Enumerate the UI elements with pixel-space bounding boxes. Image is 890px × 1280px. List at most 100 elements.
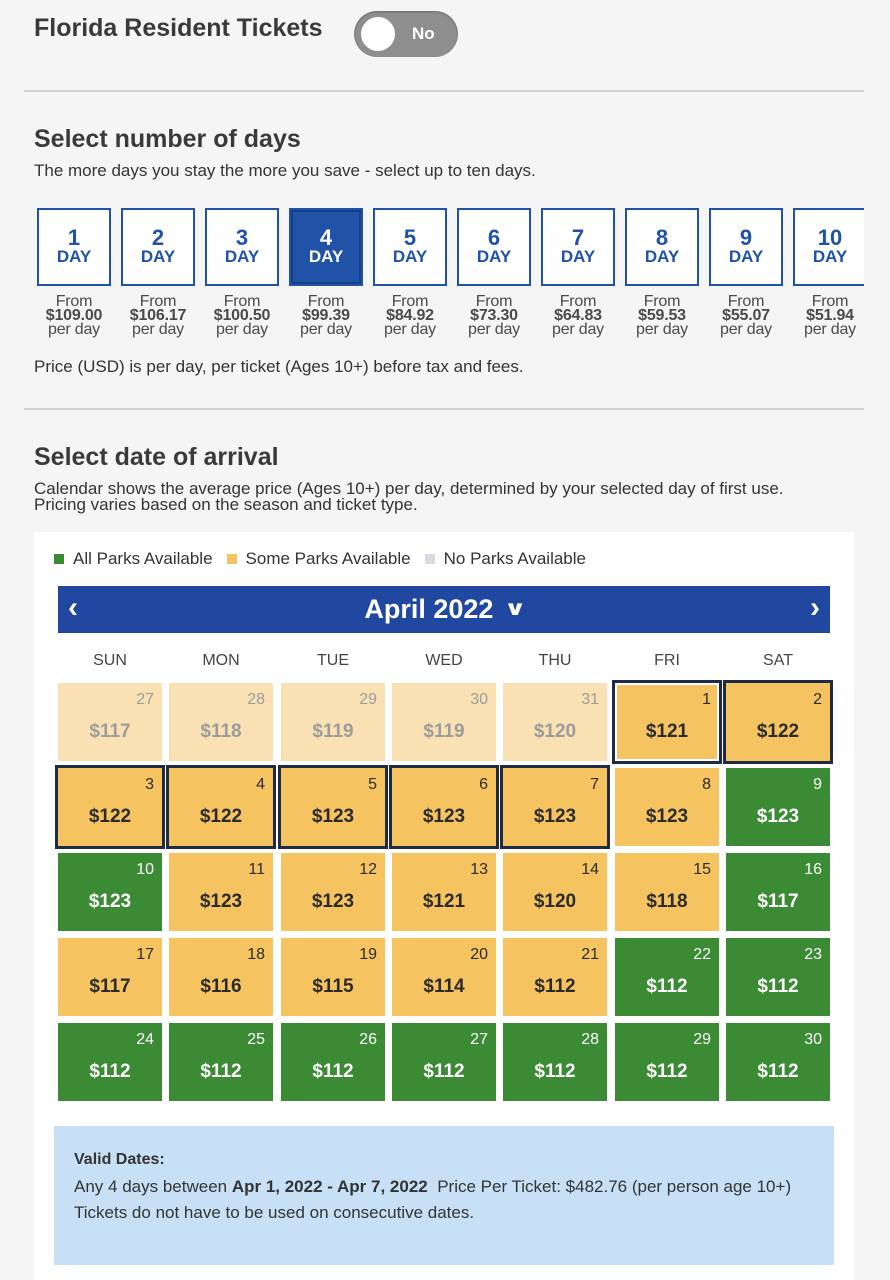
price-value: $84.92 [386, 307, 434, 324]
from-label: From [307, 293, 345, 310]
valid-dates-prefix: Any 4 days between [74, 1177, 232, 1196]
day-number: 30 [804, 1031, 822, 1048]
calendar-day-cell[interactable]: 24 $112 [58, 1023, 162, 1101]
day-number: 27 [470, 1031, 488, 1048]
day-selector: 1 DAY From $109.00 per day 2 DAY From $106.17 per… [37, 208, 864, 343]
month-selector[interactable]: April 2022 ∨ [58, 594, 830, 625]
resident-toggle[interactable]: No [354, 11, 458, 57]
calendar-day-cell[interactable]: 17 $117 [58, 938, 162, 1016]
calendar-day-cell[interactable]: 12 $123 [281, 853, 385, 931]
calendar-day-cell[interactable]: 1 $121 [612, 680, 722, 764]
day-option-5[interactable]: 5 DAY From $84.92 per day [373, 208, 447, 338]
from-label: From [139, 293, 177, 310]
day-option-4[interactable]: 4 DAY From $99.39 per day [289, 208, 363, 338]
month-label: April 2022 [364, 594, 494, 624]
day-price: $119 [312, 721, 354, 742]
day-price: $112 [312, 1061, 354, 1082]
chevron-right-icon[interactable]: › [810, 591, 820, 624]
day-price: From $99.39 per day [289, 293, 363, 338]
day-button[interactable]: 3 DAY [205, 208, 279, 286]
calendar-day-cell[interactable]: 30 $112 [726, 1023, 830, 1101]
calendar-day-cell[interactable]: 22 $112 [615, 938, 719, 1016]
calendar-day-cell: 27 $117 [58, 683, 162, 761]
day-option-8[interactable]: 8 DAY From $59.53 per day [625, 208, 699, 338]
price-value: $64.83 [554, 307, 602, 324]
day-option-10[interactable]: 10 DAY From $51.94 per day [793, 208, 864, 338]
day-price: $112 [200, 1061, 242, 1082]
legend-label-all: All Parks Available [73, 549, 213, 568]
day-number: 26 [359, 1031, 377, 1048]
day-option-6[interactable]: 6 DAY From $73.30 per day [457, 208, 531, 338]
day-price: From $51.94 per day [793, 294, 864, 338]
day-price: $118 [200, 721, 242, 742]
calendar-day-cell[interactable]: 19 $115 [281, 938, 385, 1016]
day-price: $115 [312, 976, 354, 997]
day-button[interactable]: 2 DAY [121, 208, 195, 286]
calendar-day-cell: 30 $119 [392, 683, 496, 761]
per-day-label: per day [48, 321, 100, 338]
day-price: $112 [757, 1061, 799, 1082]
day-number: 15 [693, 861, 711, 878]
calendar-day-cell[interactable]: 29 $112 [615, 1023, 719, 1101]
weekday-sun: SUN [93, 652, 127, 669]
day-button[interactable]: 6 DAY [457, 208, 531, 286]
calendar-day-cell: 31 $120 [503, 683, 607, 761]
calendar-day-cell[interactable]: 14 $120 [503, 853, 607, 931]
day-option-1[interactable]: 1 DAY From $109.00 per day [37, 208, 111, 338]
calendar-day-cell[interactable]: 18 $116 [169, 938, 273, 1016]
calendar-day-cell[interactable]: 15 $118 [615, 853, 719, 931]
calendar-day-cell[interactable]: 6 $123 [389, 765, 499, 849]
calendar-day-cell[interactable]: 26 $112 [281, 1023, 385, 1101]
day-option-7[interactable]: 7 DAY From $64.83 per day [541, 208, 615, 338]
calendar-day-cell[interactable]: 28 $112 [503, 1023, 607, 1101]
day-number: 1 [67, 225, 81, 250]
day-option-9[interactable]: 9 DAY From $55.07 per day [709, 208, 783, 338]
calendar-day-cell[interactable]: 23 $112 [726, 938, 830, 1016]
day-unit: DAY [476, 247, 512, 266]
day-button[interactable]: 8 DAY [625, 208, 699, 286]
calendar-day-cell[interactable]: 16 $117 [726, 853, 830, 931]
per-day-label: per day [216, 321, 268, 338]
calendar-day-cell[interactable]: 21 $112 [503, 938, 607, 1016]
day-number: 11 [248, 861, 265, 878]
day-number: 4 [319, 225, 333, 250]
calendar-day-cell[interactable]: 8 $123 [615, 768, 719, 846]
day-button[interactable]: 7 DAY [541, 208, 615, 286]
day-button[interactable]: 9 DAY [709, 208, 783, 286]
day-button[interactable]: 4 DAY [289, 208, 363, 286]
weekday-sat: SAT [763, 652, 793, 669]
calendar-day-cell[interactable]: 7 $123 [500, 765, 610, 849]
calendar-day-cell[interactable]: 4 $122 [166, 765, 276, 849]
calendar-day-cell[interactable]: 27 $112 [392, 1023, 496, 1101]
days-subtitle: The more days you stay the more you save… [34, 161, 536, 180]
day-button[interactable]: 1 DAY [37, 208, 111, 286]
day-unit: DAY [224, 247, 260, 266]
day-number: 4 [256, 776, 265, 793]
weekday-tue: TUE [317, 652, 349, 669]
day-price: $117 [757, 891, 799, 912]
chevron-left-icon[interactable]: ‹ [68, 591, 78, 624]
calendar-day-cell[interactable]: 5 $123 [278, 765, 388, 849]
calendar-day-cell[interactable]: 9 $123 [726, 768, 830, 846]
calendar-day-cell[interactable]: 20 $114 [392, 938, 496, 1016]
day-price: $112 [534, 1061, 576, 1082]
day-number: 3 [145, 776, 154, 793]
resident-row: Florida Resident Tickets [34, 14, 323, 43]
day-option-3[interactable]: 3 DAY From $100.50 per day [205, 208, 279, 338]
calendar-day-cell[interactable]: 25 $112 [169, 1023, 273, 1101]
calendar-day-cell[interactable]: 11 $123 [169, 853, 273, 931]
day-button[interactable]: 10 DAY [793, 208, 864, 286]
day-price: $122 [199, 806, 243, 827]
from-label: From [55, 293, 93, 310]
calendar-day-cell[interactable]: 2 $122 [723, 680, 833, 764]
day-price: From $106.17 per day [121, 293, 195, 338]
calendar-day-cell[interactable]: 10 $123 [58, 853, 162, 931]
day-button[interactable]: 5 DAY [373, 208, 447, 286]
day-price: $112 [423, 1061, 465, 1082]
day-price: $112 [534, 976, 576, 997]
calendar-day-cell[interactable]: 3 $122 [55, 765, 165, 849]
day-option-2[interactable]: 2 DAY From $106.17 per day [121, 208, 195, 338]
calendar-day-cell[interactable]: 13 $121 [392, 853, 496, 931]
price-value: $51.94 [806, 307, 854, 324]
from-label: From [391, 293, 429, 310]
